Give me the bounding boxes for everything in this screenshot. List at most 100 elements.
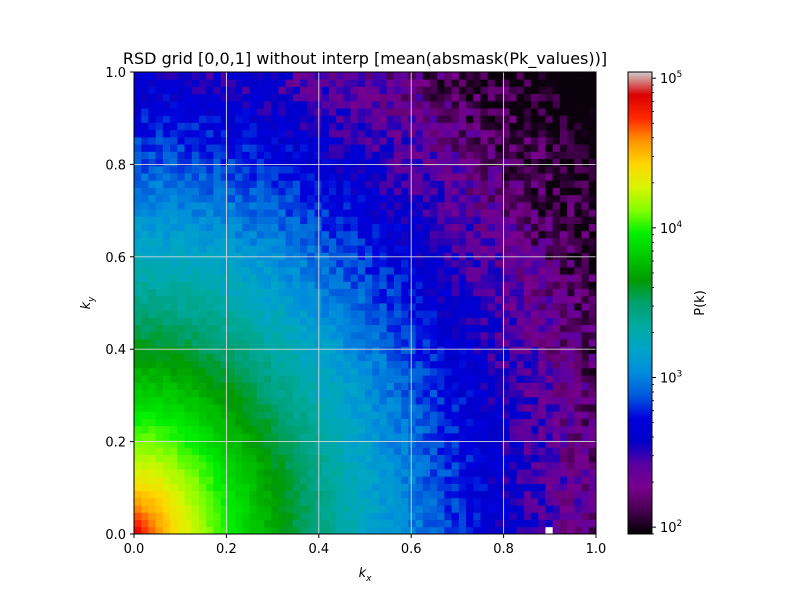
heatmap-cell xyxy=(292,281,301,289)
heatmap-cell xyxy=(473,519,481,528)
heatmap-cell xyxy=(242,281,250,289)
heatmap-cell xyxy=(278,274,286,282)
heatmap-cell xyxy=(307,230,315,239)
heatmap-cell xyxy=(552,216,561,224)
heatmap-cell xyxy=(393,469,402,477)
heatmap-cell xyxy=(451,331,460,340)
heatmap-cell xyxy=(235,165,243,174)
heatmap-cell xyxy=(220,93,229,102)
heatmap-cell xyxy=(393,346,402,354)
heatmap-cell xyxy=(386,360,395,369)
heatmap-cell xyxy=(177,288,185,297)
heatmap-cell xyxy=(198,490,207,499)
heatmap-cell xyxy=(285,79,294,87)
heatmap-cell xyxy=(213,432,222,441)
heatmap-cell xyxy=(552,461,561,470)
heatmap-cell xyxy=(372,404,380,412)
heatmap-cell xyxy=(235,418,243,427)
heatmap-cell xyxy=(278,497,286,506)
heatmap-cell xyxy=(509,411,517,419)
heatmap-cell xyxy=(437,331,445,340)
heatmap-cell xyxy=(379,86,388,95)
heatmap-cell xyxy=(271,201,279,210)
heatmap-cell xyxy=(451,367,460,376)
heatmap-cell xyxy=(372,259,380,268)
heatmap-cell xyxy=(177,216,185,224)
heatmap-cell xyxy=(531,411,539,419)
heatmap-cell xyxy=(177,497,185,506)
heatmap-cell xyxy=(227,274,236,282)
heatmap-cell xyxy=(451,425,460,434)
heatmap-cell xyxy=(372,483,380,492)
heatmap-cell xyxy=(365,512,373,520)
heatmap-cell xyxy=(480,469,489,477)
heatmap-cell xyxy=(191,396,200,405)
heatmap-cell xyxy=(177,259,185,268)
heatmap-cell xyxy=(206,223,214,232)
heatmap-cell xyxy=(227,476,236,484)
heatmap-cell xyxy=(141,180,149,188)
heatmap-cell xyxy=(213,158,222,167)
heatmap-cell xyxy=(170,339,178,347)
heatmap-cell xyxy=(242,288,250,297)
heatmap-cell xyxy=(401,331,409,340)
heatmap-cell xyxy=(235,317,243,326)
heatmap-cell xyxy=(480,274,489,282)
colorbar-tick-base: 10 xyxy=(660,222,677,237)
heatmap-cell xyxy=(256,180,265,188)
heatmap-cell xyxy=(379,122,388,131)
heatmap-cell xyxy=(148,223,157,232)
heatmap-cell xyxy=(559,266,568,275)
heatmap-cell xyxy=(473,238,481,246)
heatmap-cell xyxy=(487,245,496,253)
heatmap-cell xyxy=(350,79,359,87)
heatmap-cell xyxy=(242,331,250,340)
heatmap-cell xyxy=(574,411,582,419)
heatmap-cell xyxy=(567,440,575,448)
heatmap-cell xyxy=(155,317,164,326)
heatmap-cell xyxy=(559,144,568,152)
heatmap-cell xyxy=(321,108,330,116)
heatmap-cell xyxy=(466,72,474,80)
heatmap-cell xyxy=(386,411,395,419)
heatmap-cell xyxy=(559,252,568,261)
heatmap-cell xyxy=(184,108,193,116)
heatmap-cell xyxy=(328,310,337,318)
heatmap-cell xyxy=(422,303,431,311)
heatmap-cell xyxy=(415,526,424,535)
heatmap-cell xyxy=(567,382,575,391)
heatmap-cell xyxy=(141,223,149,232)
heatmap-cell xyxy=(531,259,539,268)
heatmap-cell xyxy=(480,151,489,160)
heatmap-cell xyxy=(437,418,445,427)
heatmap-cell xyxy=(314,173,323,181)
heatmap-cell xyxy=(249,367,258,376)
heatmap-cell xyxy=(206,360,214,369)
heatmap-cell xyxy=(235,93,243,102)
heatmap-cell xyxy=(292,425,301,434)
heatmap-cell xyxy=(494,165,503,174)
heatmap-cell xyxy=(285,223,294,232)
heatmap-cell xyxy=(466,375,474,383)
heatmap-cell xyxy=(372,331,380,340)
heatmap-cell xyxy=(487,165,496,174)
heatmap-cell xyxy=(516,187,525,196)
heatmap-cell xyxy=(574,367,582,376)
heatmap-cell xyxy=(509,469,517,477)
heatmap-cell xyxy=(494,519,503,528)
heatmap-cell xyxy=(473,440,481,448)
heatmap-cell xyxy=(242,382,250,391)
heatmap-cell xyxy=(235,339,243,347)
heatmap-cell xyxy=(235,122,243,131)
heatmap-cell xyxy=(162,122,171,131)
heatmap-cell xyxy=(198,129,207,138)
heatmap-cell xyxy=(379,519,388,528)
heatmap-cell xyxy=(531,72,539,80)
heatmap-cell xyxy=(350,108,359,116)
heatmap-cell xyxy=(415,187,424,196)
heatmap-cell xyxy=(581,310,590,318)
heatmap-cell xyxy=(191,115,200,123)
heatmap-cell xyxy=(415,158,424,167)
heatmap-cell xyxy=(494,339,503,347)
heatmap-cell xyxy=(134,100,142,109)
